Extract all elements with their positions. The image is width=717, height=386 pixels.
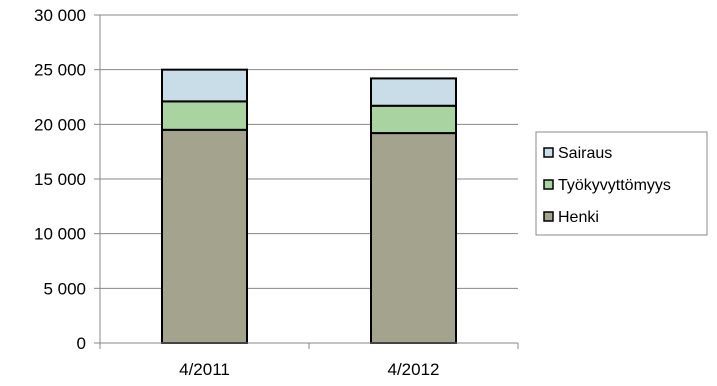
y-tick-label: 0 [77,334,86,353]
bars [161,68,457,344]
x-tick-label: 4/2012 [388,360,440,379]
legend-swatch [543,179,554,190]
y-tick-label: 5 000 [43,279,86,298]
bar-segment-ty-kyvytt-myys [370,104,457,135]
legend-label: Työkyvyttömyys [558,177,671,194]
y-tick-label: 25 000 [34,61,86,80]
x-tick-label: 4/2011 [179,360,230,379]
axes: 0 5 000 10 000 15 000 20 000 25 000 30 000 4/20… [34,6,519,379]
legend-swatch [543,147,554,158]
bar-segment-sairaus [370,77,457,107]
bar-segment-sairaus [161,68,248,103]
y-tick-label: 15 000 [34,170,86,189]
legend-label: Henki [558,209,599,226]
bar-segment-ty-kyvytt-myys [161,100,248,131]
legend-swatch [543,211,554,222]
legend: Sairaus Työkyvyttömyys Henki [535,131,708,236]
legend-label: Sairaus [558,145,612,162]
bar-segment-henki [370,132,457,344]
y-tick-label: 20 000 [34,115,86,134]
bar-segment-henki [161,128,248,344]
y-tick-label: 10 000 [34,225,86,244]
legend-box [535,131,708,236]
y-tick-label: 30 000 [34,6,86,25]
